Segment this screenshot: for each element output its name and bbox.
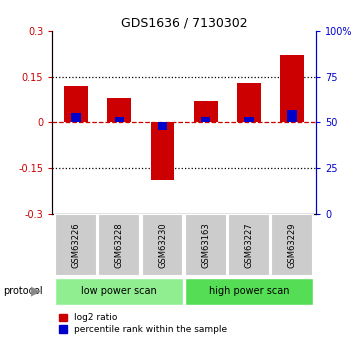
Text: GSM63226: GSM63226: [71, 222, 81, 268]
Bar: [287, 110, 297, 122]
Bar: [114, 117, 124, 122]
Bar: [228, 214, 270, 276]
Text: GSM63229: GSM63229: [288, 222, 297, 268]
Bar: [185, 277, 313, 306]
Bar: [194, 101, 218, 122]
Bar: [158, 122, 167, 130]
Bar: [64, 86, 88, 122]
Legend: log2 ratio, percentile rank within the sample: log2 ratio, percentile rank within the s…: [57, 312, 229, 336]
Text: protocol: protocol: [4, 286, 43, 296]
Bar: [237, 83, 261, 122]
Bar: [271, 214, 313, 276]
Bar: [142, 214, 183, 276]
Title: GDS1636 / 7130302: GDS1636 / 7130302: [121, 17, 247, 30]
Text: high power scan: high power scan: [209, 286, 289, 296]
Bar: [108, 98, 131, 122]
Bar: [201, 117, 210, 122]
Bar: [55, 277, 183, 306]
Text: GSM63228: GSM63228: [115, 222, 124, 268]
Bar: [71, 113, 81, 122]
Text: low power scan: low power scan: [82, 286, 157, 296]
Text: GSM63163: GSM63163: [201, 222, 210, 268]
Bar: [151, 122, 174, 180]
Bar: [280, 56, 304, 122]
Bar: [185, 214, 227, 276]
Text: ▶: ▶: [31, 284, 41, 297]
Bar: [98, 214, 140, 276]
Text: GSM63227: GSM63227: [244, 222, 253, 268]
Bar: [55, 214, 97, 276]
Text: GSM63230: GSM63230: [158, 222, 167, 268]
Bar: [244, 117, 254, 122]
